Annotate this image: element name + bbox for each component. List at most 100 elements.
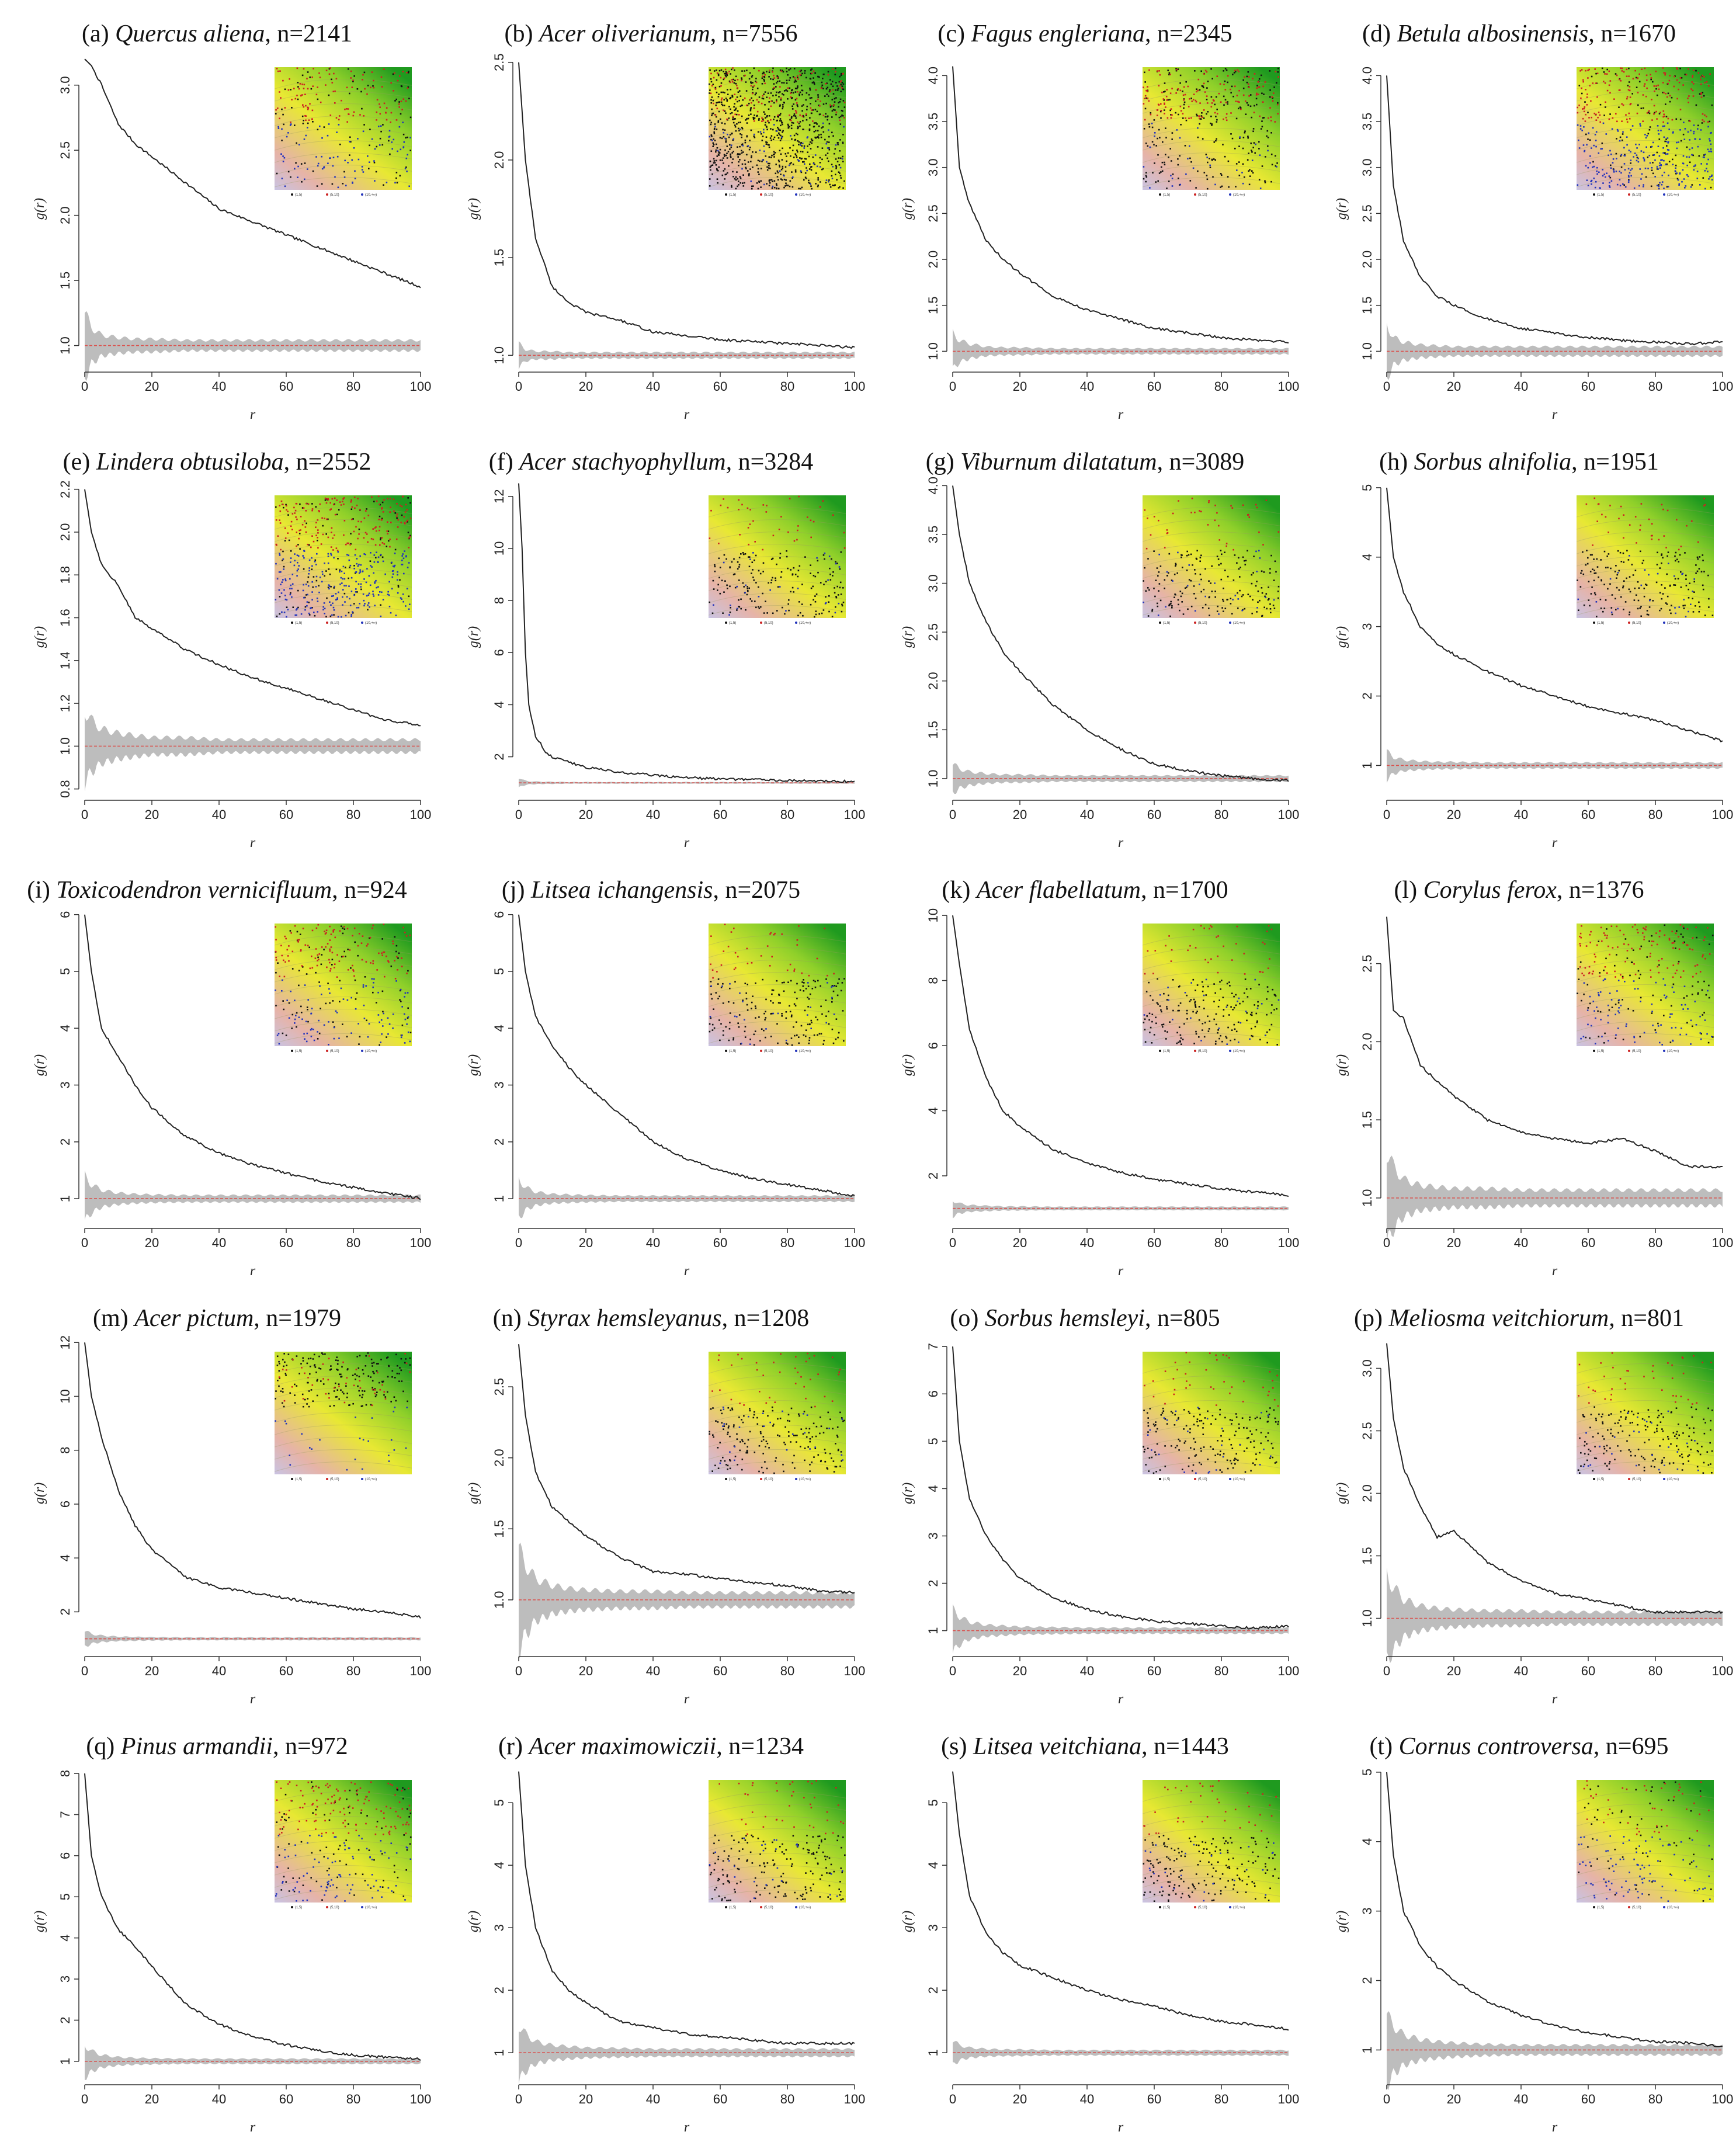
inset-point (815, 89, 817, 91)
inset-point (786, 969, 789, 971)
y-axis-label: g(r) (32, 1054, 47, 1076)
inset-point (804, 556, 806, 558)
inset-point (709, 119, 711, 121)
inset-point (1636, 159, 1638, 162)
inset-point (714, 123, 716, 125)
inset-point (1655, 85, 1657, 87)
inset-point (803, 179, 805, 181)
inset-point (308, 573, 310, 575)
panel: (e) Lindera obtusiloba, n=2552 (1,5) (5,10… (0, 428, 434, 856)
inset-point (1223, 1009, 1225, 1011)
inset-point (782, 131, 783, 133)
inset-point (726, 74, 728, 77)
inset-point (1629, 81, 1630, 83)
inset-point (317, 86, 318, 88)
inset-point (1224, 99, 1227, 100)
inset-point (371, 927, 373, 929)
inset-point (318, 1019, 320, 1022)
inset-point (1711, 174, 1713, 176)
inset-legend-marker (326, 193, 328, 196)
inset-point (790, 98, 793, 99)
y-tick-label: 3 (492, 1081, 506, 1088)
inset-point (806, 169, 808, 172)
inset-point (720, 85, 722, 87)
inset-point (1245, 560, 1247, 561)
inset-point (380, 130, 382, 133)
inset-point (772, 71, 773, 73)
contour-line (1142, 1033, 1280, 1044)
inset-point (1175, 593, 1176, 596)
y-tick-label: 2.0 (492, 151, 506, 169)
inset-point (787, 87, 789, 89)
inset-point (714, 140, 716, 141)
contour-line (1142, 593, 1280, 603)
inset-point (813, 122, 815, 124)
inset-point (1668, 174, 1669, 176)
inset-point (318, 72, 320, 74)
inset-point (304, 162, 306, 164)
inset-point (1591, 179, 1593, 182)
inset-point (762, 72, 763, 75)
inset-point (1177, 1009, 1179, 1012)
inset-point (828, 610, 830, 613)
inset-point (1688, 156, 1690, 158)
inset-point (746, 118, 748, 120)
inset-point (357, 498, 359, 499)
inset-point (377, 495, 380, 497)
inset-point (742, 174, 744, 176)
inset-point (1702, 92, 1704, 93)
inset-point (381, 518, 383, 519)
inset-point (1181, 601, 1183, 603)
inset-point (1672, 158, 1673, 161)
inset-point (1154, 135, 1155, 137)
inset-point (1153, 516, 1155, 518)
inset-point (1151, 123, 1153, 124)
inset-point (1229, 985, 1231, 987)
inset-point (1261, 587, 1263, 589)
inset-point (1633, 156, 1634, 158)
inset-point (1663, 136, 1665, 138)
inset-point (785, 89, 787, 91)
inset-point (756, 115, 758, 117)
inset-point (716, 102, 717, 104)
inset-point (1600, 559, 1602, 561)
inset-point (369, 129, 371, 130)
inset-point (750, 81, 752, 83)
inset-point (728, 1039, 730, 1042)
inset-point (790, 1016, 793, 1018)
inset-point (796, 104, 798, 106)
inset-point (1655, 110, 1657, 113)
inset-point (336, 499, 338, 501)
inset-point (308, 602, 310, 603)
inset-point (386, 955, 387, 957)
inset-point (1168, 74, 1170, 75)
contour-line (708, 1033, 846, 1044)
inset-point (1629, 89, 1631, 92)
inset-point (1209, 158, 1210, 159)
inset-point (277, 70, 279, 72)
inset-point (329, 114, 332, 116)
inset-point (731, 96, 734, 98)
inset-point (1169, 92, 1172, 94)
inset-point (1577, 579, 1578, 581)
inset-point (817, 177, 819, 179)
inset-point (757, 159, 759, 162)
inset-point (737, 127, 739, 130)
inset-point (786, 71, 788, 72)
inset-point (1701, 122, 1703, 124)
y-tick-label: 2.0 (1360, 251, 1374, 269)
inset-point (808, 129, 811, 131)
inset-point (329, 992, 331, 994)
contour-line (274, 152, 412, 163)
inset-point (1154, 132, 1156, 134)
contour-line (708, 177, 846, 188)
inset-point (713, 1008, 714, 1010)
inset-point (1179, 1002, 1182, 1004)
x-tick-label: 100 (844, 807, 866, 822)
inset-point (319, 503, 321, 505)
inset-point (717, 74, 720, 77)
inset-point (1684, 128, 1686, 130)
inset-point (1203, 588, 1205, 591)
inset-point (363, 605, 365, 607)
inset-point (820, 582, 822, 584)
